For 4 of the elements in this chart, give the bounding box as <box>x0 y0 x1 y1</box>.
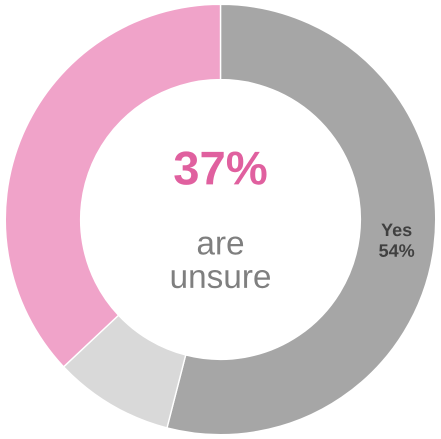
slice-label: Yes <box>381 224 412 236</box>
data-label: 54% <box>379 244 414 257</box>
text: are unsure <box>172 236 270 288</box>
text: 37% <box>174 151 267 185</box>
